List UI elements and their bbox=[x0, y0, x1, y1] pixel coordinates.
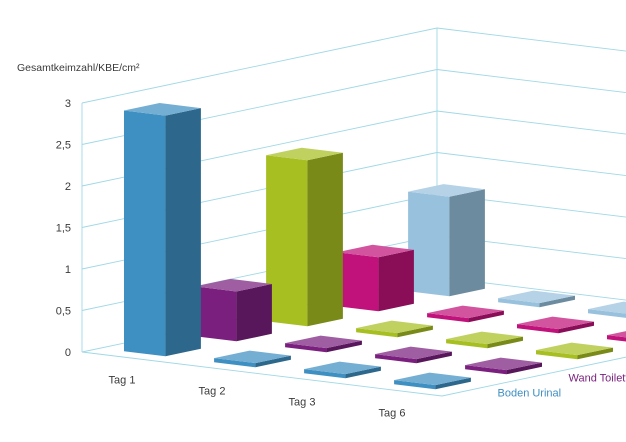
bar bbox=[337, 244, 414, 312]
y-axis-title: Gesamtkeimzahl/KBE/cm² bbox=[17, 62, 140, 74]
y-tick-label: 2 bbox=[65, 181, 71, 193]
bar bbox=[394, 372, 471, 390]
bar bbox=[446, 331, 523, 349]
y-tick-label: 3 bbox=[65, 98, 71, 110]
bar bbox=[124, 103, 201, 357]
bar bbox=[214, 350, 291, 368]
y-tick-label: 0,5 bbox=[56, 306, 71, 318]
bar bbox=[195, 278, 272, 342]
bar bbox=[266, 147, 343, 327]
bar bbox=[588, 301, 626, 318]
bar bbox=[536, 342, 613, 360]
bar bbox=[304, 361, 381, 379]
y-tick-label: 0 bbox=[65, 347, 71, 359]
bar bbox=[607, 331, 626, 342]
series-label: Boden Urinal bbox=[498, 388, 562, 400]
bar bbox=[408, 184, 485, 297]
chart-bars bbox=[124, 103, 626, 390]
y-tick-label: 1,5 bbox=[56, 223, 71, 235]
x-tick-label: Tag 2 bbox=[199, 386, 226, 398]
bar bbox=[498, 290, 575, 308]
x-tick-label: Tag 3 bbox=[289, 397, 316, 409]
bar bbox=[427, 305, 504, 323]
bar bbox=[285, 335, 362, 353]
gridline bbox=[81, 27, 626, 104]
chart-labels: 0 0,5 1 1,5 2 2,5 3 Gesamtkeimzahl/KBE/cm² Tag 1… bbox=[17, 62, 626, 420]
y-tick-label: 1 bbox=[65, 264, 71, 276]
bar bbox=[465, 357, 542, 375]
x-tick-label: Tag 1 bbox=[109, 375, 136, 387]
bar bbox=[356, 320, 433, 338]
bar bbox=[517, 316, 594, 334]
series-label: Wand Toilette bbox=[569, 373, 626, 385]
floor-edge bbox=[81, 351, 626, 397]
x-tick-label: Tag 6 bbox=[379, 408, 406, 420]
y-tick-label: 2,5 bbox=[56, 140, 71, 152]
bar bbox=[375, 346, 452, 364]
